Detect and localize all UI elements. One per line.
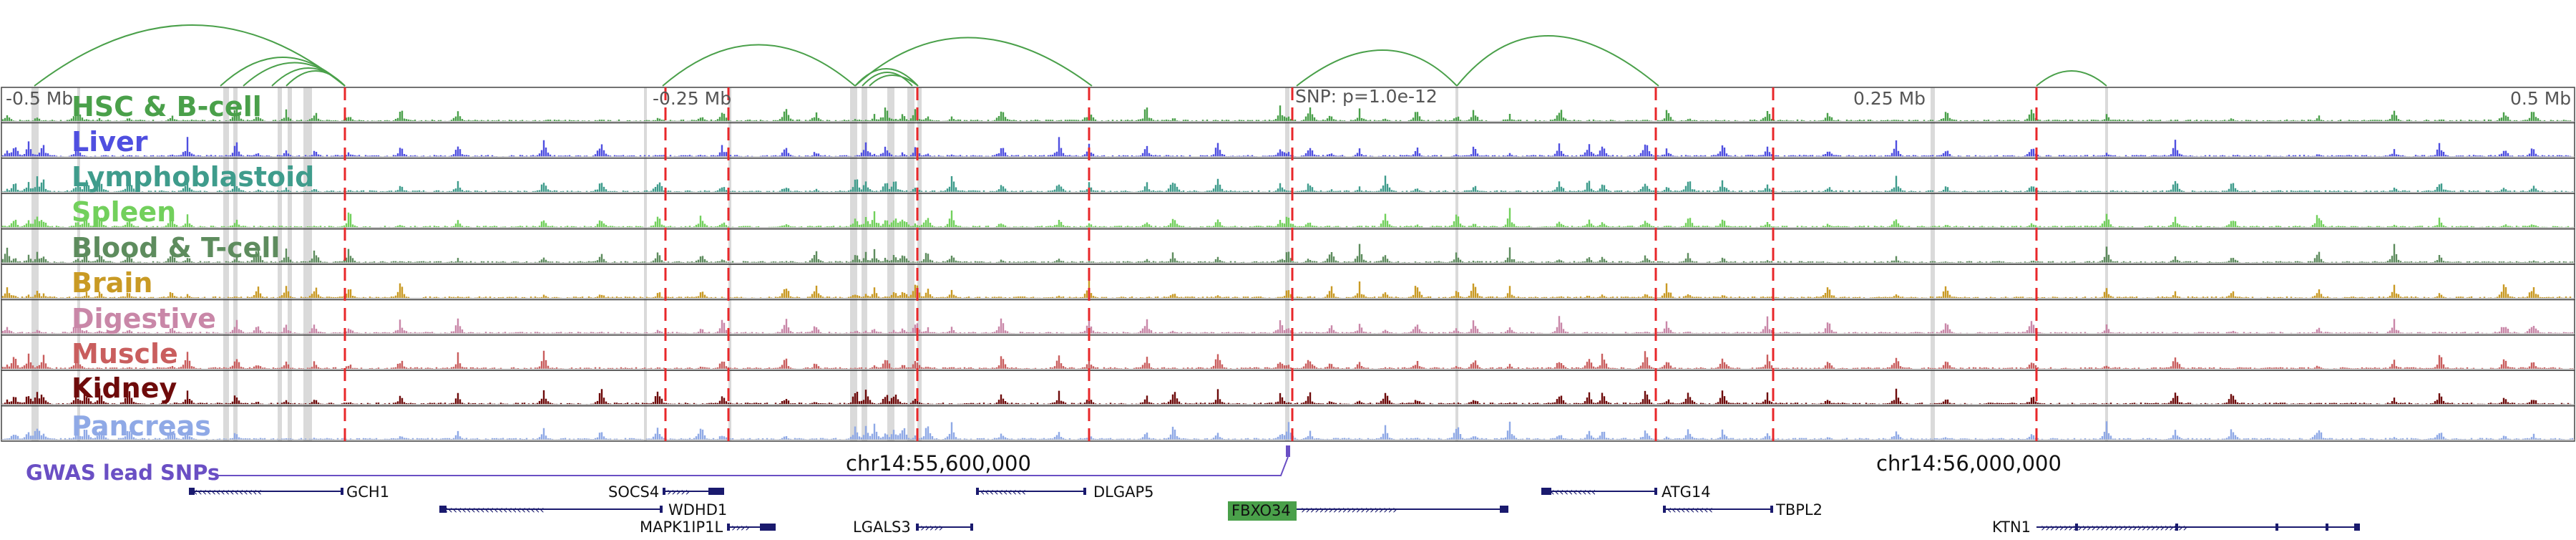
gene-exon <box>1654 488 1657 495</box>
gene-exon <box>2354 524 2360 531</box>
gwas-snp-marker <box>215 445 1290 476</box>
gene-direction-arrows: ››››› <box>667 485 690 498</box>
gene-exon <box>663 488 665 495</box>
track-label-brain: Brain <box>72 267 152 299</box>
gene-label-tbpl2: TBPL2 <box>1775 501 1823 519</box>
gene-exon <box>1541 488 1551 495</box>
gene-tbpl2: ‹‹‹‹‹‹‹‹‹‹ <box>1663 503 1773 516</box>
axis-label-snp: SNP: p=1.0e-12 <box>1295 86 1438 107</box>
gene-exon <box>760 524 776 531</box>
gene-label-fbxo34: FBXO34 <box>1231 502 1291 519</box>
gene-exon <box>2175 524 2178 531</box>
gene-direction-arrows: ›››››››››››››››››››››››››››››››› <box>2041 521 2187 534</box>
loop-arc <box>1296 49 1458 87</box>
gene-direction-arrows: ‹‹‹‹‹‹‹‹‹‹‹‹‹‹‹‹‹‹‹‹‹‹ <box>444 503 545 516</box>
axis-label-minus-half: -0.5 Mb <box>6 88 73 109</box>
loop-arc <box>1456 35 1659 87</box>
gene-exon <box>1663 506 1666 513</box>
gene-exon <box>708 488 724 495</box>
loop-arc <box>34 24 346 87</box>
gene-direction-arrows: ‹‹‹‹‹‹‹‹‹‹ <box>980 485 1026 498</box>
track-label-lymphoblastoid: Lymphoblastoid <box>72 161 314 193</box>
gene-exon <box>727 524 730 531</box>
track-label-digestive: Digestive <box>72 303 216 334</box>
axis-label-minus-quarter: -0.25 Mb <box>653 88 731 109</box>
track-label-blood-t-cell: Blood & T-cell <box>72 232 280 264</box>
gene-label-atg14: ATG14 <box>1662 483 1711 501</box>
track-row <box>1 122 2575 159</box>
gene-exon <box>660 506 663 513</box>
gene-direction-arrows: ‹‹‹‹‹‹‹‹‹‹‹ <box>1546 485 1596 498</box>
gene-label-lgals3: LGALS3 <box>853 519 911 536</box>
gene-exon <box>976 488 979 495</box>
gene-fbxo34: ››››››››››››››››››››› <box>1297 503 1508 516</box>
track-labels: HSC & B-cell Liver Lymphoblastoid Spleen… <box>72 91 314 442</box>
gene-lgals3: ››››› <box>916 521 973 534</box>
loop-arc <box>2036 70 2107 87</box>
gene-direction-arrows: ‹‹‹‹‹‹‹‹‹‹ <box>1667 503 1713 516</box>
track-row <box>1 405 2575 442</box>
track-label-liver: Liver <box>72 126 148 158</box>
gene-mapk1ip1l: ›››› <box>727 521 776 534</box>
track-label-pancreas: Pancreas <box>72 410 211 442</box>
gene-dlgap5: ‹‹‹‹‹‹‹‹‹‹ <box>976 485 1086 498</box>
track-frame <box>1 405 2575 442</box>
track-row <box>1 334 2575 371</box>
gene-wdhd1: ‹‹‹‹‹‹‹‹‹‹‹‹‹‹‹‹‹‹‹‹‹‹ <box>439 503 663 516</box>
gene-label-dlgap5: DLGAP5 <box>1093 483 1154 501</box>
axis-label-plus-quarter: 0.25 Mb <box>1853 88 1926 109</box>
gene-direction-arrows: ‹‹‹‹‹‹‹‹‹‹‹‹‹‹‹ <box>193 485 262 498</box>
loop-arc <box>662 44 856 87</box>
gene-exon <box>1083 488 1086 495</box>
gene-highlight-fbxo34 <box>1228 501 1297 521</box>
gene-exon <box>970 524 973 531</box>
loop-arc <box>869 74 919 87</box>
track-label-kidney: Kidney <box>72 372 177 404</box>
loop-arc <box>854 68 919 87</box>
gene-exon <box>1770 506 1773 513</box>
gene-label-gch1: GCH1 <box>346 483 389 501</box>
gwas-connector-line <box>215 456 1289 476</box>
chromatin-loops <box>34 24 2107 87</box>
track-label-hsc-b-cell: HSC & B-cell <box>72 91 262 122</box>
gwas-lead-snps-label: GWAS lead SNPs <box>26 461 220 485</box>
gene-label-mapk1ip1l: MAPK1IP1L <box>640 519 723 536</box>
loop-arc <box>862 72 913 87</box>
axis-label-plus-half: 0.5 Mb <box>2510 88 2571 109</box>
gene-direction-arrows: ›››› <box>731 521 750 534</box>
gene-exon <box>2275 524 2278 531</box>
track-label-muscle: Muscle <box>72 338 178 370</box>
gene-ktn1: ›››››››››››››››››››››››››››››››› <box>2036 521 2360 534</box>
gene-atg14: ‹‹‹‹‹‹‹‹‹‹‹ <box>1541 485 1657 498</box>
gwas-snp-tick <box>1286 445 1290 457</box>
gene-label-socs4: SOCS4 <box>608 483 659 501</box>
gene-exon <box>341 488 343 495</box>
signal-tracks <box>1 87 2575 442</box>
gene-exon <box>439 506 447 513</box>
gene-label-ktn1: KTN1 <box>1992 519 2031 536</box>
gene-direction-arrows: ››››››››››››››››››››› <box>1301 503 1397 516</box>
coordinate-label-right: chr14:56,000,000 <box>1876 451 2062 476</box>
coordinate-label-left: chr14:55,600,000 <box>846 451 1031 476</box>
gene-exon <box>916 524 919 531</box>
gene-exon <box>2326 524 2328 531</box>
gene-exon <box>189 488 195 495</box>
gene-exon <box>1500 506 1508 513</box>
gene-exon <box>2075 524 2078 531</box>
gene-label-wdhd1: WDHD1 <box>668 501 727 519</box>
loop-arc <box>854 37 1093 87</box>
gene-direction-arrows: ››››› <box>920 521 943 534</box>
track-label-spleen: Spleen <box>72 196 176 228</box>
gene-gch1: ‹‹‹‹‹‹‹‹‹‹‹‹‹‹‹ <box>189 485 343 498</box>
gene-socs4: ››››› <box>663 485 724 498</box>
gene-annotations: ‹‹‹‹‹‹‹‹‹‹‹‹‹‹‹ ›››››‹‹‹‹‹‹‹‹‹‹‹‹‹‹‹‹‹‹‹‹… <box>189 485 2360 534</box>
loop-arc <box>286 70 346 87</box>
